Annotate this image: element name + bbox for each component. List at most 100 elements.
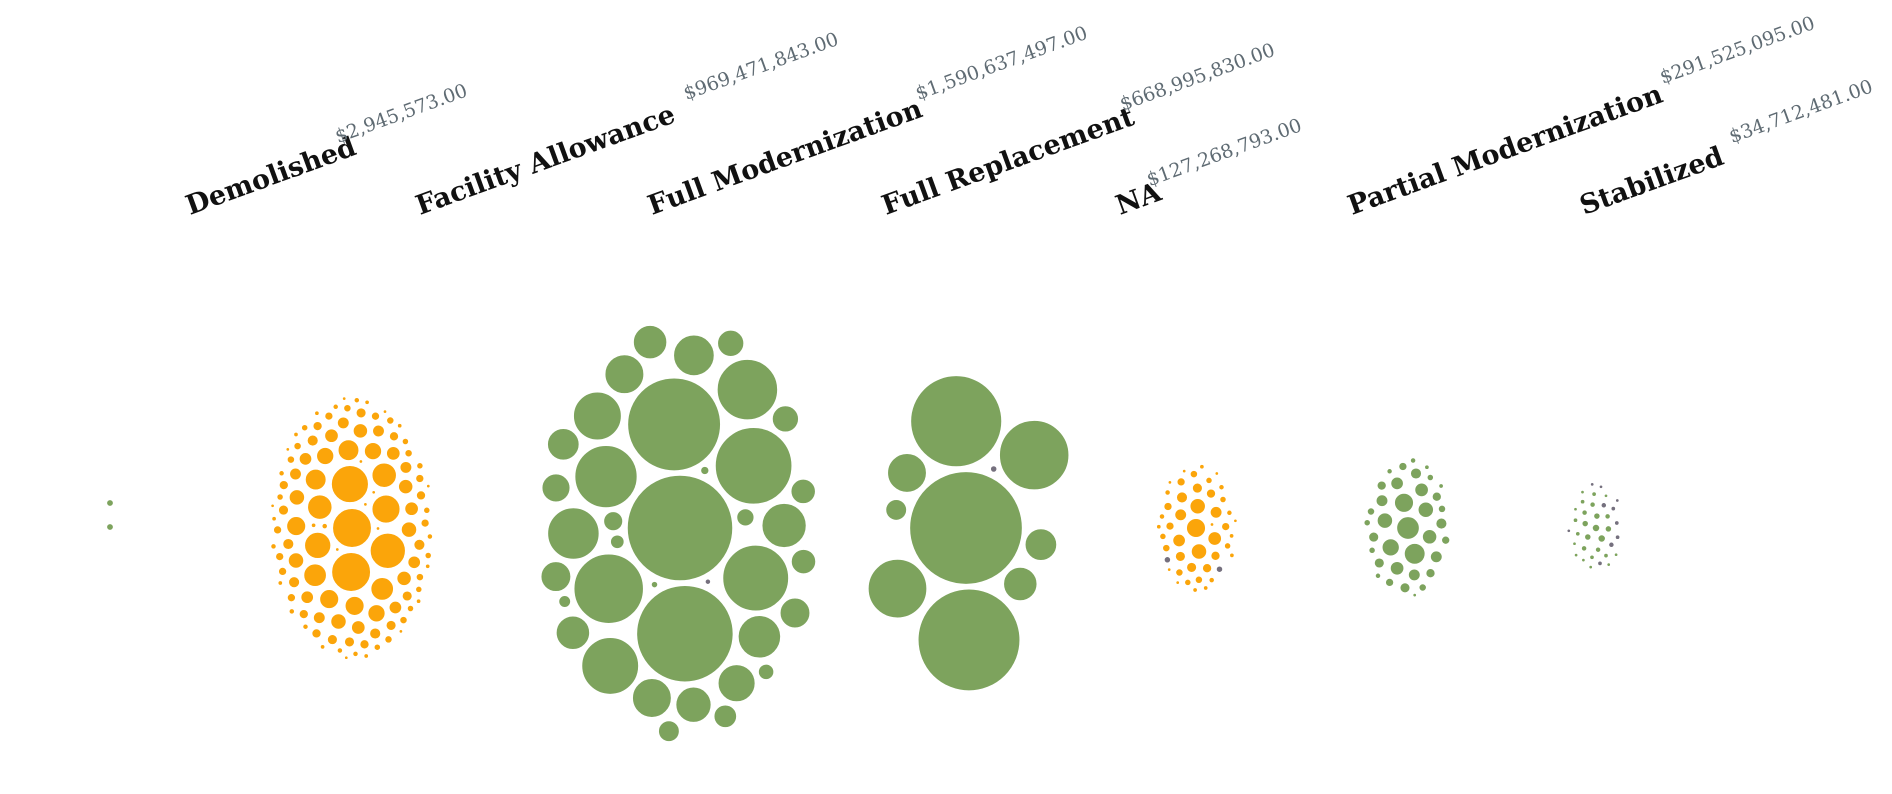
- bubble: [1365, 529, 1382, 546]
- bubble: [553, 612, 593, 653]
- bubble: [1581, 530, 1595, 544]
- bubble: [285, 573, 303, 591]
- bubble: [275, 467, 288, 480]
- bubble: [339, 393, 350, 404]
- bubble: [309, 418, 326, 434]
- bubble: [1603, 559, 1614, 570]
- bubble: [318, 520, 331, 532]
- bubble: [380, 406, 390, 417]
- bubble: [302, 466, 330, 494]
- bubble: [412, 583, 426, 596]
- bubble: [1586, 498, 1599, 511]
- bubble: [672, 684, 715, 726]
- bubble: [297, 587, 317, 607]
- bubble: [670, 332, 718, 379]
- category-value: $127,268,793.00: [1144, 114, 1305, 190]
- bubble: [334, 644, 346, 657]
- bubble: [1396, 579, 1414, 596]
- bubble: [383, 413, 398, 428]
- bubble: [351, 394, 363, 406]
- category-label: Demolished: [182, 131, 361, 221]
- bubble: [341, 633, 358, 650]
- bubble: [915, 585, 1023, 694]
- bubble: [368, 409, 383, 424]
- bubble: [1000, 564, 1041, 604]
- bubble: [316, 586, 342, 612]
- bubble: [1165, 477, 1175, 488]
- bubble: [537, 558, 574, 595]
- bubble: [296, 606, 312, 622]
- bubble: [884, 450, 930, 496]
- bubble: [267, 500, 278, 511]
- category-value: $2,945,573.00: [332, 80, 470, 148]
- bubble: [714, 327, 747, 360]
- bubble: [702, 575, 714, 588]
- bubble: [1207, 548, 1224, 564]
- bubble: [1188, 540, 1210, 563]
- bubble: [367, 574, 397, 604]
- bubble: [906, 468, 1026, 588]
- bubble: [396, 626, 406, 637]
- bubble: [412, 471, 427, 486]
- bubble: [1189, 584, 1201, 596]
- bubble: [733, 505, 758, 530]
- bubble: [360, 650, 372, 662]
- bubble: [1600, 550, 1612, 561]
- bubble: [1432, 515, 1450, 533]
- bubble: [1563, 525, 1574, 536]
- bubble: [276, 477, 292, 493]
- bubble: [1226, 550, 1238, 561]
- bubble: [1216, 493, 1230, 506]
- bubble: [1391, 490, 1417, 516]
- bubble: [328, 549, 374, 595]
- bubble: [1202, 474, 1216, 487]
- bubble: [1360, 516, 1374, 529]
- bubble: [275, 502, 292, 519]
- bubble: [1612, 495, 1623, 506]
- bubble: [1594, 531, 1609, 546]
- bubble: [1161, 553, 1174, 567]
- bubble: [413, 595, 424, 607]
- bubble: [321, 408, 337, 424]
- bubble: [1572, 528, 1584, 540]
- bubble: [1171, 505, 1190, 524]
- bubble: [1415, 580, 1430, 595]
- bubble: [1601, 490, 1611, 501]
- bubble: [1611, 517, 1623, 529]
- bubble: [1578, 555, 1589, 565]
- bubble: [398, 518, 420, 541]
- bubble: [422, 560, 434, 572]
- bubble: [396, 458, 415, 477]
- bubble: [285, 549, 307, 572]
- category-value: $34,712,481.00: [1726, 75, 1876, 147]
- bubble: [1189, 480, 1206, 497]
- bubble: [399, 587, 416, 605]
- bubble: [1374, 509, 1396, 532]
- bubble: [571, 442, 641, 511]
- bubble: [1601, 510, 1614, 523]
- bubble: [715, 661, 759, 705]
- bubble: [1382, 575, 1397, 590]
- bubble: [629, 675, 675, 721]
- bubble: [361, 439, 385, 463]
- bubble: [1183, 515, 1209, 541]
- bubble: [413, 570, 427, 584]
- bubble: [1594, 558, 1606, 569]
- bubble: [1169, 531, 1189, 550]
- bubble: [697, 463, 712, 478]
- bubble: [1383, 465, 1396, 478]
- bubble: [313, 444, 337, 468]
- bubble-group: Facility Allowance$969,471,843.00: [412, 28, 841, 745]
- bubble: [1218, 519, 1233, 534]
- bubble: [712, 424, 795, 508]
- bubble: [570, 550, 647, 627]
- bubble: [404, 602, 417, 615]
- bubble: [373, 523, 383, 534]
- bubble: [393, 568, 415, 589]
- bubble: [1427, 547, 1446, 566]
- bubble: [714, 356, 781, 423]
- bubble: [1411, 480, 1432, 500]
- bubble: [1570, 514, 1581, 526]
- bubble: [356, 456, 366, 467]
- bubble: [311, 407, 323, 419]
